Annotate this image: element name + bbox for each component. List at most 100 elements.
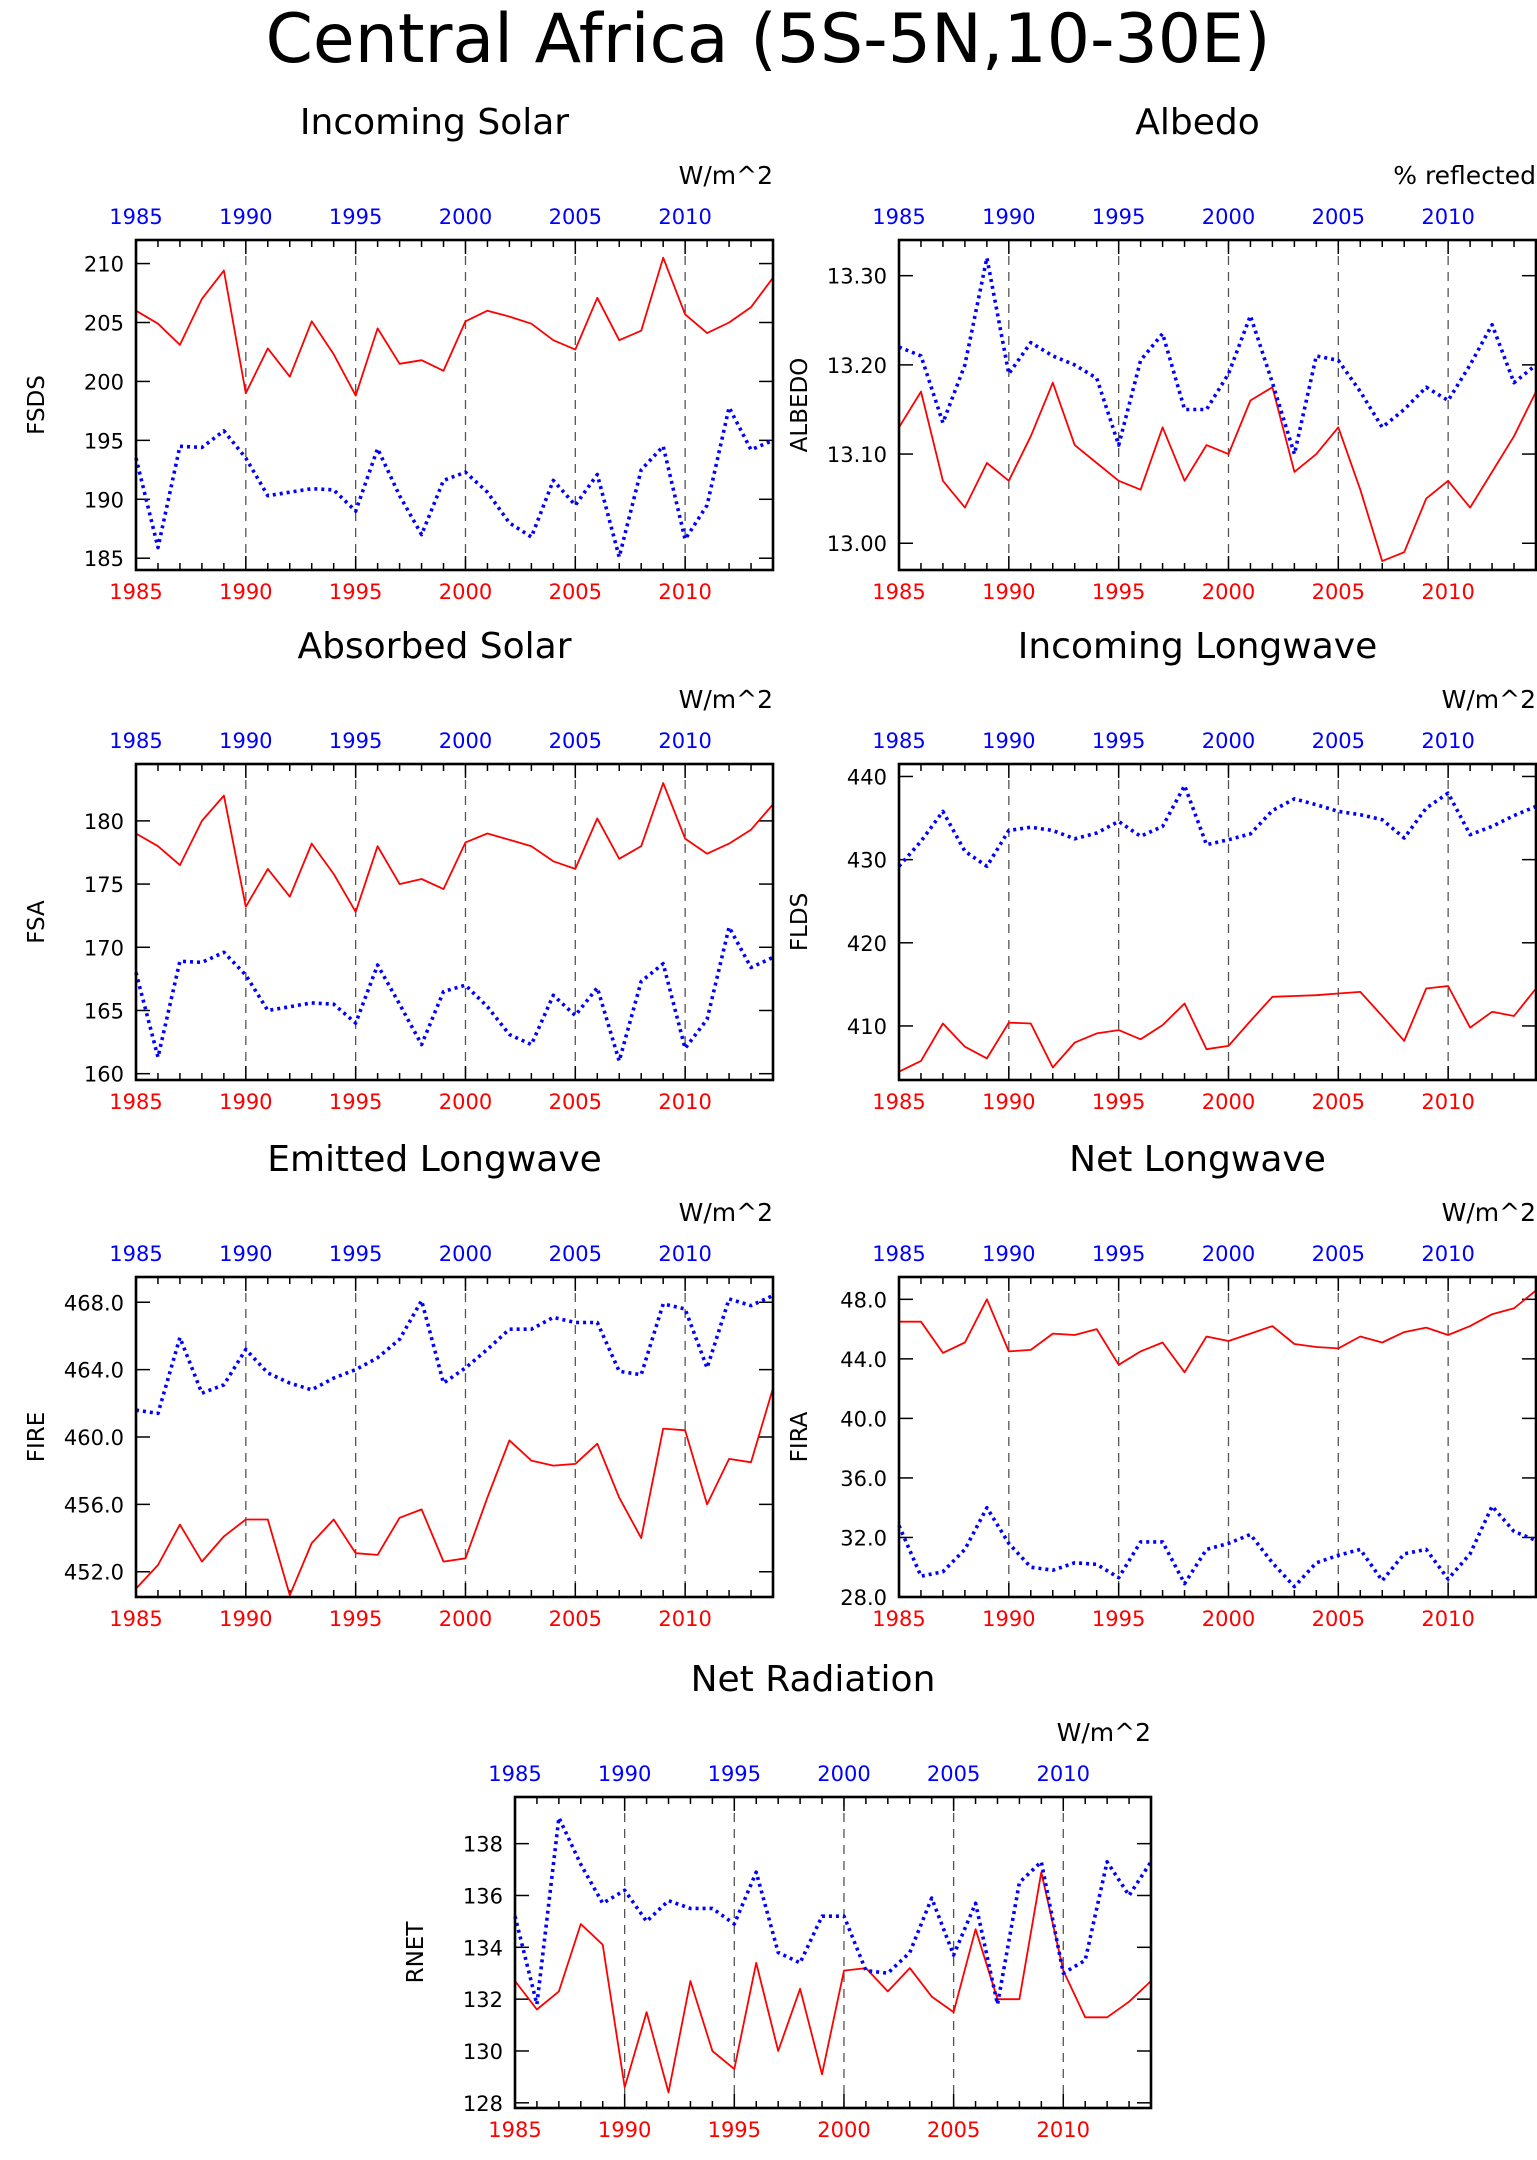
- series-line-blue-dotted: [897, 1504, 1537, 1589]
- x-tick-label-top: 2010: [658, 205, 711, 229]
- y-tick-label: 430: [847, 849, 887, 873]
- y-tick-label: 195: [84, 429, 124, 453]
- y-tick-label: 28.0: [840, 1586, 887, 1610]
- x-tick-label-top: 1995: [329, 205, 382, 229]
- plot-frame: [134, 762, 775, 1082]
- panel-title: Net Longwave: [1069, 1139, 1326, 1180]
- y-tick-label: 130: [463, 2040, 503, 2064]
- x-tick-label-top: 1985: [872, 729, 925, 753]
- series-line-blue-dotted: [134, 405, 774, 559]
- y-tick-label: 36.0: [840, 1467, 887, 1491]
- figure-title: Central Africa (5S-5N,10-30E): [265, 0, 1270, 79]
- panel-albedo: Albedo % reflected 1985 1990 1995 2000 2005 201…: [787, 102, 1537, 604]
- x-tick-label-top: 1985: [488, 1762, 541, 1786]
- x-tick-label-top: 2010: [658, 1242, 711, 1266]
- y-axis-label: FLDS: [787, 893, 813, 951]
- y-tick-label: 468.0: [64, 1291, 124, 1315]
- panel-fsds: Incoming Solar W/m^2 1985 1990 1995 2000 2005 2…: [24, 102, 775, 604]
- panel-fsa: Absorbed Solar W/m^2 1985 1990 1995 2000 2005 2…: [24, 626, 775, 1114]
- x-tick-label: 1985: [488, 2118, 541, 2142]
- y-tick-label: 452.0: [64, 1561, 124, 1585]
- x-tick-label-top: 2005: [1312, 729, 1365, 753]
- x-tick-label: 1985: [109, 1090, 162, 1114]
- series-line-blue-dotted: [897, 783, 1537, 869]
- x-tick-label: 2005: [1312, 1090, 1365, 1114]
- y-axis-label: FSA: [24, 900, 50, 944]
- y-tick-label: 165: [84, 999, 124, 1023]
- x-tick-label-top: 2005: [1312, 205, 1365, 229]
- y-tick-label: 40.0: [840, 1407, 887, 1431]
- series-line-red: [898, 985, 1537, 1073]
- x-tick-label: 2005: [1312, 1607, 1365, 1631]
- x-tick-label: 2010: [1037, 2118, 1090, 2142]
- x-tick-label-top: 2005: [549, 205, 602, 229]
- panel-rnet: Net Radiation W/m^2 1985 1990 1995 2000 2005 20…: [403, 1659, 1153, 2142]
- x-tick-label: 1995: [329, 1090, 382, 1114]
- x-tick-label: 1990: [598, 2118, 651, 2142]
- panel-flds: Incoming Longwave W/m^2 1985 1990 1995 2000 20…: [787, 626, 1537, 1114]
- series-line-blue-dotted: [513, 1815, 1153, 2007]
- plot-frame: [897, 762, 1537, 1082]
- x-tick-label: 2000: [439, 1607, 492, 1631]
- x-tick-label: 2005: [549, 580, 602, 604]
- x-tick-label: 1990: [219, 1090, 272, 1114]
- y-tick-label: 136: [463, 1884, 503, 1908]
- x-tick-label: 2010: [1421, 1607, 1474, 1631]
- x-tick-label-top: 1995: [1092, 1242, 1145, 1266]
- x-tick-label-top: 2010: [1037, 1762, 1090, 1786]
- x-tick-label-top: 1985: [872, 1242, 925, 1266]
- x-tick-label-top: 2000: [439, 729, 492, 753]
- y-tick-label: 132: [463, 1988, 503, 2012]
- x-tick-label-top: 2000: [439, 205, 492, 229]
- x-tick-label: 1995: [1092, 580, 1145, 604]
- x-tick-label-top: 1990: [219, 205, 272, 229]
- x-tick-label: 2010: [1421, 1090, 1474, 1114]
- x-tick-label: 1990: [219, 1607, 272, 1631]
- y-tick-label: 200: [84, 370, 124, 394]
- panel-title: Incoming Longwave: [1018, 626, 1378, 667]
- y-tick-label: 13.30: [827, 265, 887, 289]
- x-tick-label: 2010: [658, 1607, 711, 1631]
- y-tick-label: 420: [847, 932, 887, 956]
- x-tick-label-top: 2005: [1312, 1242, 1365, 1266]
- x-tick-label-top: 2010: [1421, 1242, 1474, 1266]
- y-tick-label: 128: [463, 2092, 503, 2116]
- x-tick-label: 2010: [658, 1090, 711, 1114]
- x-tick-label: 1985: [872, 580, 925, 604]
- x-tick-label-top: 1995: [708, 1762, 761, 1786]
- y-tick-label: 464.0: [64, 1359, 124, 1383]
- x-tick-label: 2000: [1202, 1090, 1255, 1114]
- series-line-red: [514, 1871, 1152, 2094]
- panel-title: Absorbed Solar: [297, 626, 571, 667]
- x-tick-label-top: 1985: [109, 205, 162, 229]
- y-tick-label: 440: [847, 765, 887, 789]
- y-tick-label: 134: [463, 1936, 503, 1960]
- unit-label: W/m^2: [1057, 1718, 1151, 1747]
- y-tick-label: 13.10: [827, 443, 887, 467]
- plot-frame: [513, 1795, 1153, 2110]
- x-tick-label: 1985: [872, 1607, 925, 1631]
- plot-frame: [897, 238, 1537, 572]
- x-tick-label-top: 2000: [1202, 1242, 1255, 1266]
- y-tick-label: 180: [84, 810, 124, 834]
- x-tick-label: 2000: [439, 580, 492, 604]
- x-tick-label: 2000: [817, 2118, 870, 2142]
- x-tick-label: 2005: [1312, 580, 1365, 604]
- x-tick-label: 2005: [549, 1607, 602, 1631]
- series-line-blue-dotted: [135, 1293, 774, 1416]
- series-line-red: [898, 381, 1537, 562]
- y-tick-label: 13.20: [827, 354, 887, 378]
- panel-title: Incoming Solar: [300, 102, 569, 143]
- panel-title: Albedo: [1135, 102, 1260, 143]
- x-tick-label-top: 1990: [219, 729, 272, 753]
- x-tick-label-top: 1985: [109, 1242, 162, 1266]
- y-axis-label: ALBEDO: [787, 358, 813, 453]
- x-tick-label-top: 1995: [329, 1242, 382, 1266]
- x-tick-label-top: 2000: [439, 1242, 492, 1266]
- x-tick-label: 1995: [329, 1607, 382, 1631]
- x-tick-label: 2010: [1421, 580, 1474, 604]
- x-tick-label: 1985: [109, 1607, 162, 1631]
- x-tick-label: 1995: [329, 580, 382, 604]
- plot-frame: [897, 1275, 1537, 1599]
